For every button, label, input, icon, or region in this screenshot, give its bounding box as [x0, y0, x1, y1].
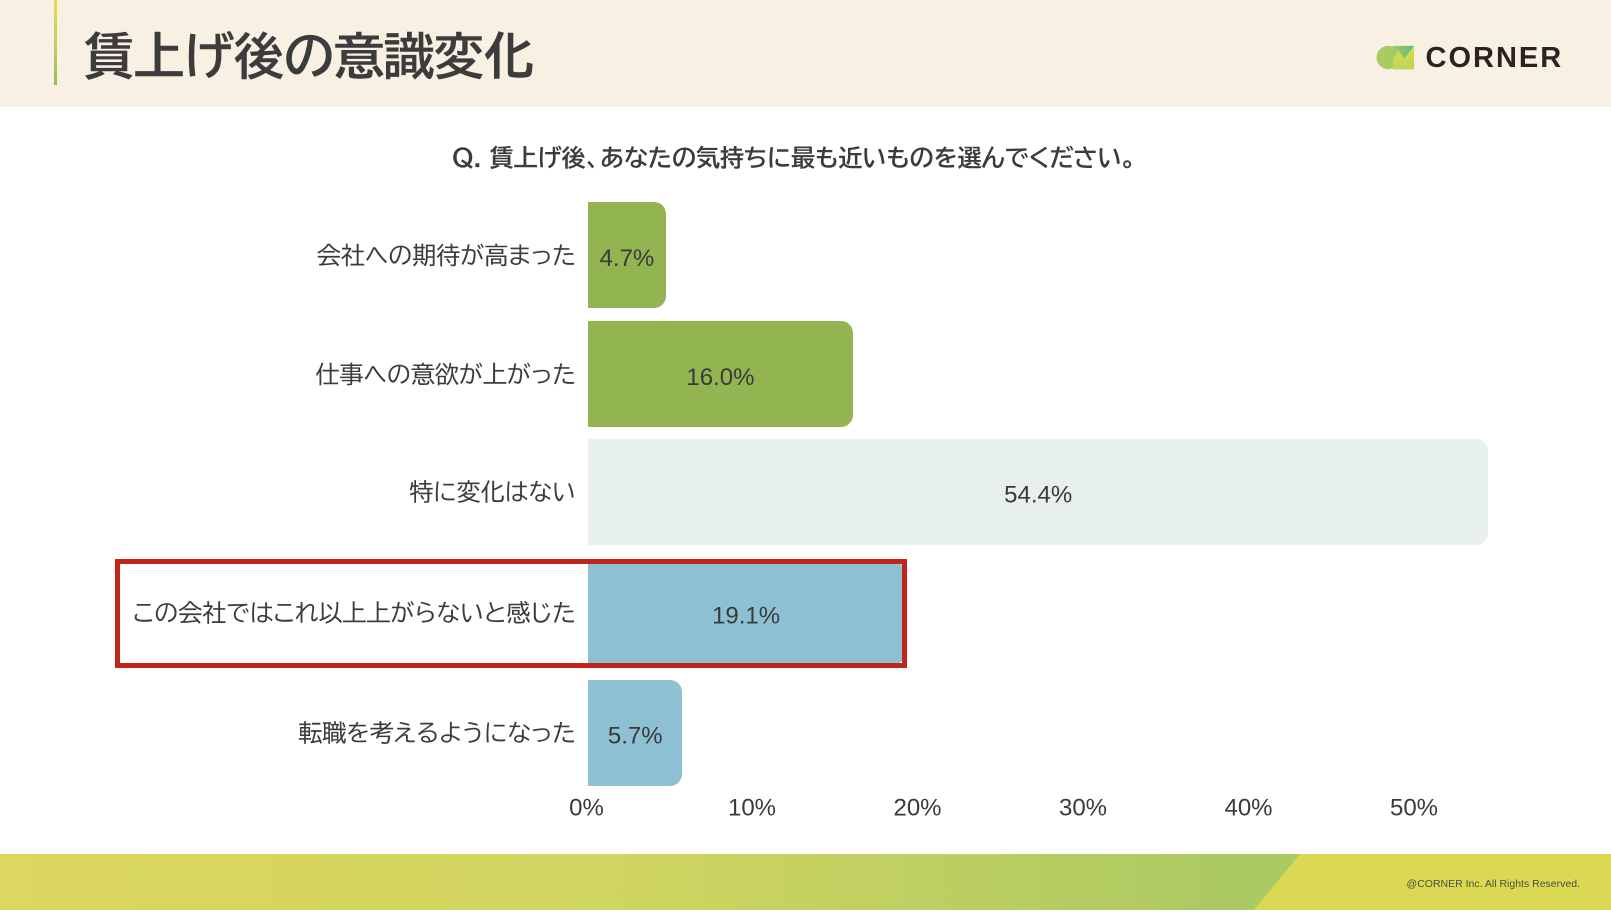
- svg-text:19.1%: 19.1%: [712, 603, 780, 630]
- svg-text:0%: 0%: [569, 795, 604, 822]
- svg-text:5.7%: 5.7%: [608, 723, 663, 750]
- svg-text:50%: 50%: [1390, 795, 1438, 822]
- svg-text:CORNER: CORNER: [1426, 42, 1564, 74]
- svg-text:40%: 40%: [1224, 795, 1272, 822]
- svg-text:10%: 10%: [728, 795, 776, 822]
- svg-text:54.4%: 54.4%: [1004, 482, 1072, 509]
- svg-text:4.7%: 4.7%: [600, 245, 655, 272]
- svg-text:30%: 30%: [1059, 795, 1107, 822]
- svg-text:20%: 20%: [893, 795, 941, 822]
- svg-text:16.0%: 16.0%: [686, 364, 754, 391]
